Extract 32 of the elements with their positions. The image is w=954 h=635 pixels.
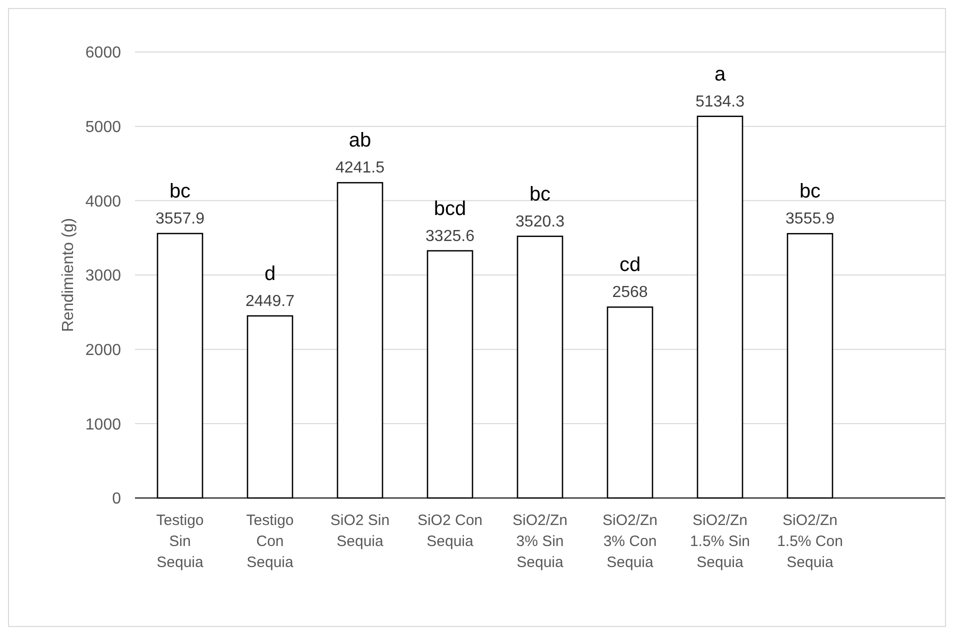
annotation: bcd xyxy=(434,198,466,220)
y-tick-label: 2000 xyxy=(85,342,122,359)
annotation: d xyxy=(264,262,276,285)
x-tick-label: Testigo Con Sequia xyxy=(246,512,294,571)
data-label: 5134.3 xyxy=(696,93,745,110)
data-label: 2568 xyxy=(612,284,648,302)
x-tick-label: SiO2/Zn 3% Con Sequia xyxy=(602,512,658,571)
x-tick-label: SiO2/Zn 1.5% Con Sequia xyxy=(777,512,843,571)
annotation: bc xyxy=(529,183,551,206)
x-tick-label: SiO2/Zn 1.5% Sin Sequia xyxy=(690,512,750,571)
y-tick-label: 6000 xyxy=(85,44,122,62)
x-tick-label: SiO2 Con Sequia xyxy=(417,512,483,550)
data-label: 3325.6 xyxy=(426,228,475,245)
y-tick-label: 5000 xyxy=(85,118,122,136)
annotation: a xyxy=(714,63,726,86)
x-tick-label: SiO2/Zn 3% Sin Sequia xyxy=(512,512,568,571)
data-label: 3555.9 xyxy=(786,210,835,228)
y-tick-label: 3000 xyxy=(85,268,122,285)
y-tick-label: 1000 xyxy=(85,416,122,434)
data-label: 2449.7 xyxy=(246,292,295,310)
data-label: 4241.5 xyxy=(336,160,385,177)
data-label: 3520.3 xyxy=(516,213,565,230)
annotation: cd xyxy=(619,254,641,276)
y-tick-label: 4000 xyxy=(85,193,122,210)
annotation: bc xyxy=(799,180,821,203)
annotation: ab xyxy=(348,130,372,152)
y-tick-label: 0 xyxy=(112,490,122,508)
annotation: bc xyxy=(169,180,191,203)
x-tick-label: SiO2 Sin Sequia xyxy=(330,512,390,550)
y-axis-title: Rendimiento (g) xyxy=(60,218,77,332)
x-tick-label: Testigo Sin Sequia xyxy=(156,512,204,571)
data-label: 3557.9 xyxy=(156,210,205,228)
